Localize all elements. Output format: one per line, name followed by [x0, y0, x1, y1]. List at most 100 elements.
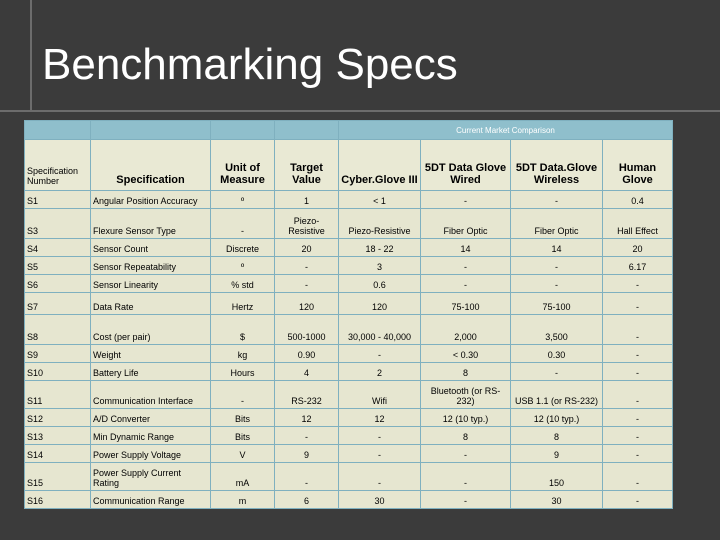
- table-cell: Bits: [210, 408, 275, 427]
- table-cell: 75-100: [510, 292, 603, 315]
- table-cell: Flexure Sensor Type: [90, 208, 211, 239]
- table-cell: RS-232: [274, 380, 339, 409]
- table-cell: Wifi: [338, 380, 421, 409]
- table-cell: 6: [274, 490, 339, 509]
- table-cell: Piezo-Resistive: [338, 208, 421, 239]
- column-header: Cyber.Glove III: [338, 139, 421, 191]
- table-cell: 30,000 - 40,000: [338, 314, 421, 345]
- table-cell: 20: [601, 238, 674, 257]
- table-cell: -: [420, 256, 511, 275]
- table-row: S7 Data Rate Hertz 120 120 75-100 75-100-: [24, 292, 674, 315]
- table-cell: 12: [274, 408, 339, 427]
- table-cell: 0.6: [338, 274, 421, 293]
- table-cell: 8: [420, 362, 511, 381]
- table-cell: 0.4: [601, 190, 674, 209]
- table-cell: º: [210, 256, 275, 275]
- column-header: 5DT Data.Glove Wireless: [510, 139, 603, 191]
- table-cell: º: [210, 190, 275, 209]
- table-cell: 9: [274, 444, 339, 463]
- table-cell: 18 - 22: [338, 238, 421, 257]
- decorative-vertical-line: [30, 0, 32, 112]
- table-cell: S1: [24, 190, 91, 209]
- table-row: S16 Communication Range m 6 30-30-: [24, 490, 674, 509]
- table-cell: 30: [510, 490, 603, 509]
- table-row: S10 Battery Life Hours 4 2 8- -: [24, 362, 674, 381]
- column-header: Unit of Measure: [210, 139, 275, 191]
- table-cell: -: [510, 362, 603, 381]
- column-header: 5DT Data Glove Wired: [420, 139, 511, 191]
- table-cell: S16: [24, 490, 91, 509]
- table-cell: Hall Effect: [601, 208, 674, 239]
- table-cell: 20: [274, 238, 339, 257]
- table-row: S1 Angular Position Accuracy º 1 < 1- -0.4: [24, 190, 674, 209]
- table-cell: -: [601, 344, 674, 363]
- table-cell: -: [601, 444, 674, 463]
- table-cell: -: [274, 462, 339, 491]
- table-cell: -: [601, 314, 674, 345]
- table-cell: 150: [510, 462, 603, 491]
- table-cell: Communication Range: [90, 490, 211, 509]
- table-cell: S8: [24, 314, 91, 345]
- table-cell: -: [420, 190, 511, 209]
- table-cell: 1: [274, 190, 339, 209]
- table-cell: -: [274, 426, 339, 445]
- table-cell: 0.90: [274, 344, 339, 363]
- table-cell: A/D Converter: [90, 408, 211, 427]
- table-cell: 30: [338, 490, 421, 509]
- table-cell: 14: [510, 238, 603, 257]
- table-cell: < 0.30: [420, 344, 511, 363]
- table-cell: -: [601, 362, 674, 381]
- table-cell: -: [338, 344, 421, 363]
- table-cell: V: [210, 444, 275, 463]
- table-cell: 2,000: [420, 314, 511, 345]
- table-cell: S9: [24, 344, 91, 363]
- table-cell: S15: [24, 462, 91, 491]
- table-cell: -: [601, 408, 674, 427]
- table-cell: Battery Life: [90, 362, 211, 381]
- table-cell: Angular Position Accuracy: [90, 190, 211, 209]
- table-row: S13 Min Dynamic Range Bits - -8 8-: [24, 426, 674, 445]
- table-cell: 8: [420, 426, 511, 445]
- table-cell: 2: [338, 362, 421, 381]
- table-cell: 14: [420, 238, 511, 257]
- table-cell: Hertz: [210, 292, 275, 315]
- table-cell: USB 1.1 (or RS-232): [510, 380, 603, 409]
- table-cell: Fiber Optic: [510, 208, 603, 239]
- table-cell: $: [210, 314, 275, 345]
- table-cell: S7: [24, 292, 91, 315]
- table-cell: 12: [338, 408, 421, 427]
- table-cell: 75-100: [420, 292, 511, 315]
- column-header: Specification Number: [24, 139, 91, 191]
- table-cell: -: [338, 426, 421, 445]
- table-row: S3 Flexure Sensor Type - Piezo-Resistive Pie…: [24, 208, 674, 239]
- table-cell: -: [420, 462, 511, 491]
- table-row: S4 Sensor Count Discrete 20 18 - 22 14 14 20: [24, 238, 674, 257]
- table-cell: Sensor Linearity: [90, 274, 211, 293]
- table-row: S8 Cost (per pair) $500-1000 30,000 - 40,00…: [24, 314, 674, 345]
- table-cell: -: [601, 274, 674, 293]
- table-cell: -: [338, 444, 421, 463]
- table-cell: Bits: [210, 426, 275, 445]
- benchmark-table: Current Market Comparison Specification …: [24, 120, 674, 509]
- table-row: S14 Power Supply Voltage V 9- -9-: [24, 444, 674, 463]
- table-cell: kg: [210, 344, 275, 363]
- table-cell: -: [601, 426, 674, 445]
- table-cell: 500-1000: [274, 314, 339, 345]
- table-cell: Sensor Count: [90, 238, 211, 257]
- table-cell: -: [274, 274, 339, 293]
- table-cell: -: [210, 208, 275, 239]
- table-cell: -: [420, 490, 511, 509]
- table-row: S5 Sensor Repeatability º -3- -6.17: [24, 256, 674, 275]
- table-cell: S5: [24, 256, 91, 275]
- comparison-band-row: Current Market Comparison: [24, 120, 674, 140]
- table-cell: -: [510, 190, 603, 209]
- table-cell: < 1: [338, 190, 421, 209]
- table-cell: 3,500: [510, 314, 603, 345]
- comparison-band-label: Current Market Comparison: [337, 120, 674, 140]
- table-cell: S3: [24, 208, 91, 239]
- table-cell: 8: [510, 426, 603, 445]
- table-cell: Bluetooth (or RS-232): [420, 380, 511, 409]
- table-cell: S6: [24, 274, 91, 293]
- table-cell: S11: [24, 380, 91, 409]
- table-cell: 12 (10 typ.): [420, 408, 511, 427]
